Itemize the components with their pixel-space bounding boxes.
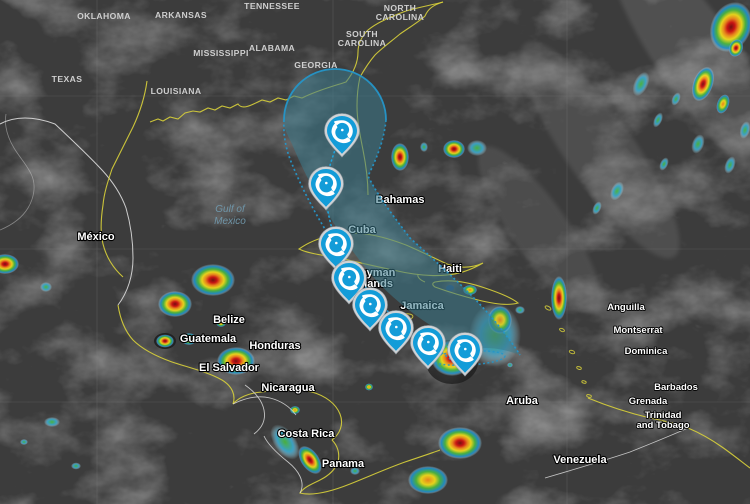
svg-text:Guatemala: Guatemala (180, 333, 237, 345)
svg-text:México: México (77, 231, 115, 243)
svg-text:CAROLINA: CAROLINA (376, 12, 425, 22)
svg-text:Mexico: Mexico (214, 216, 246, 227)
svg-text:OKLAHOMA: OKLAHOMA (77, 11, 131, 21)
svg-text:El Salvador: El Salvador (199, 362, 260, 374)
svg-text:ALABAMA: ALABAMA (249, 43, 295, 53)
svg-text:Nicaragua: Nicaragua (261, 382, 315, 394)
svg-text:Aruba: Aruba (506, 395, 539, 407)
svg-text:CAROLINA: CAROLINA (338, 38, 387, 48)
svg-text:Gulf of: Gulf of (215, 204, 246, 215)
svg-text:Costa Rica: Costa Rica (278, 428, 336, 440)
svg-text:Dominica: Dominica (625, 346, 668, 357)
svg-text:Grenada: Grenada (629, 396, 668, 407)
svg-text:MISSISSIPPI: MISSISSIPPI (193, 48, 249, 58)
svg-text:Belize: Belize (213, 314, 245, 326)
svg-text:Anguilla: Anguilla (607, 302, 645, 313)
svg-text:Barbados: Barbados (654, 382, 698, 393)
svg-text:Panama: Panama (322, 458, 365, 470)
svg-text:Montserrat: Montserrat (613, 325, 663, 336)
svg-text:TEXAS: TEXAS (52, 74, 83, 84)
svg-text:LOUISIANA: LOUISIANA (151, 86, 202, 96)
svg-text:TENNESSEE: TENNESSEE (244, 1, 300, 11)
svg-text:ARKANSAS: ARKANSAS (155, 10, 207, 20)
svg-text:and Tobago: and Tobago (636, 420, 689, 431)
svg-text:Honduras: Honduras (249, 340, 300, 352)
svg-text:Venezuela: Venezuela (553, 454, 607, 466)
